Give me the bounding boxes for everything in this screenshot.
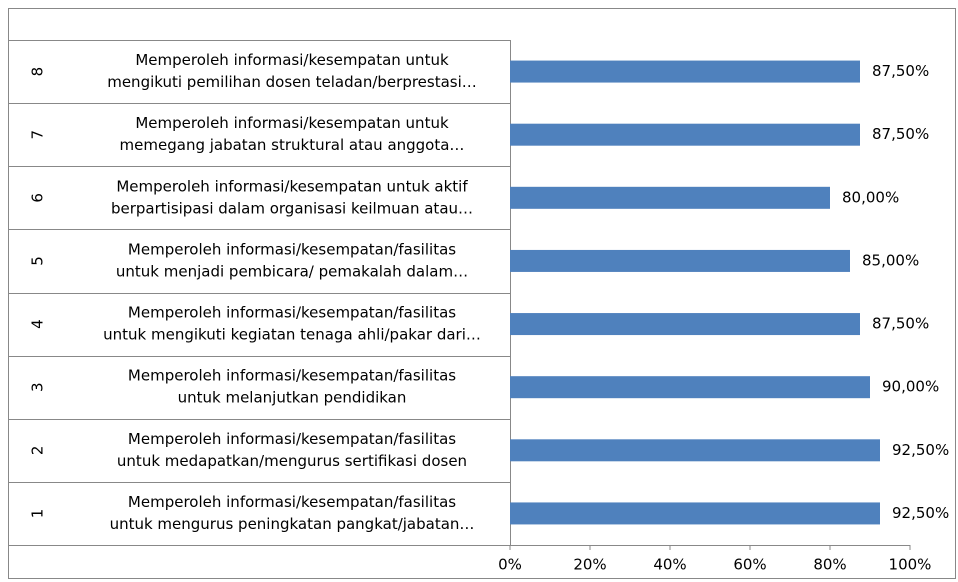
bar: [510, 376, 870, 399]
category-number: 7: [29, 130, 47, 140]
category-number: 4: [29, 319, 47, 329]
y-tick-label: Memperoleh informasi/kesempatan/fasilita…: [128, 367, 456, 385]
category-number: 3: [29, 382, 47, 392]
x-tick-label: 0%: [498, 556, 522, 574]
bar: [510, 186, 830, 209]
value-label: 92,50%: [892, 504, 949, 522]
y-tick-label: Memperoleh informasi/kesempatan untuk: [135, 51, 449, 69]
x-tick-label: 20%: [573, 556, 606, 574]
y-tick-label: untuk menjadi pembicara/ pemakalah dalam…: [116, 262, 468, 280]
y-tick-label: Memperoleh informasi/kesempatan/fasilita…: [128, 240, 456, 258]
bar: [510, 60, 860, 83]
value-label: 87,50%: [872, 125, 929, 143]
y-tick-label: memegang jabatan struktural atau anggota…: [120, 136, 465, 154]
bar: [510, 439, 880, 462]
y-tick-label: Memperoleh informasi/kesempatan/fasilita…: [128, 493, 456, 511]
x-tick-label: 80%: [813, 556, 846, 574]
category-number: 5: [29, 256, 47, 266]
y-tick-label: untuk mengurus peningkatan pangkat/jabat…: [110, 515, 475, 533]
x-tick-label: 100%: [889, 556, 932, 574]
category-number: 1: [29, 509, 47, 519]
value-label: 85,00%: [862, 251, 919, 269]
y-tick-label: untuk mengikuti kegiatan tenaga ahli/pak…: [103, 326, 481, 344]
category-number: 6: [29, 193, 47, 203]
bar: [510, 313, 860, 336]
y-tick-label: Memperoleh informasi/kesempatan/fasilita…: [128, 430, 456, 448]
y-tick-label: untuk melanjutkan pendidikan: [178, 389, 407, 407]
y-tick-label: untuk medapatkan/mengurus sertifikasi do…: [117, 452, 467, 470]
y-tick-label: berpartisipasi dalam organisasi keilmuan…: [111, 199, 473, 217]
value-label: 87,50%: [872, 62, 929, 80]
value-label: 92,50%: [892, 441, 949, 459]
y-tick-label: Memperoleh informasi/kesempatan untuk: [135, 114, 449, 132]
value-label: 80,00%: [842, 188, 899, 206]
bar: [510, 249, 850, 272]
value-label: 87,50%: [872, 315, 929, 333]
y-tick-label: Memperoleh informasi/kesempatan/fasilita…: [128, 304, 456, 322]
category-number: 2: [29, 446, 47, 456]
y-tick-label: Memperoleh informasi/kesempatan untuk ak…: [116, 177, 468, 195]
bar: [510, 502, 880, 525]
x-tick-label: 60%: [733, 556, 766, 574]
value-label: 90,00%: [882, 378, 939, 396]
x-tick-label: 40%: [653, 556, 686, 574]
bar: [510, 123, 860, 146]
category-number: 8: [29, 67, 47, 77]
y-tick-label: mengikuti pemilihan dosen teladan/berpre…: [107, 73, 477, 91]
